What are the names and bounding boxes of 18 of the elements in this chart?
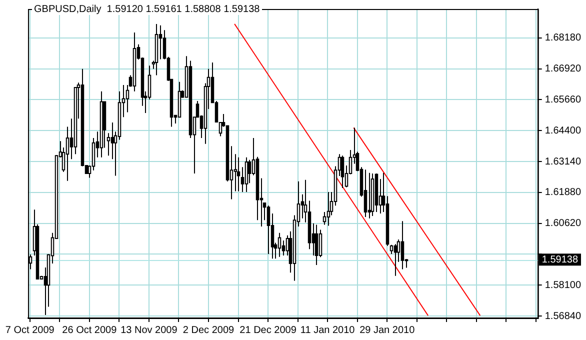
y-tick-label: 1.60620 [544, 218, 582, 230]
ref-line-label: 1.59138 [542, 254, 578, 266]
x-tick-label: 7 Oct 2009 [5, 324, 55, 336]
x-tick-label: 11 Jan 2010 [300, 324, 356, 336]
x-tick-label: 29 Jan 2010 [360, 324, 416, 336]
y-tick-label: 1.63140 [544, 156, 582, 168]
y-tick-label: 1.64400 [544, 125, 582, 136]
x-tick-label: 13 Nov 2009 [120, 324, 178, 336]
x-tick-label: 21 Dec 2009 [240, 324, 297, 336]
x-tick-label: 2 Dec 2009 [182, 324, 235, 336]
y-tick-label: 1.65660 [544, 94, 582, 106]
x-tick-label: 26 Oct 2009 [62, 324, 118, 336]
y-tick-label: 1.68180 [544, 32, 582, 44]
y-tick-label: 1.56840 [544, 310, 582, 322]
y-tick-label: 1.58100 [544, 280, 582, 291]
y-tick-label: 1.66920 [544, 64, 582, 75]
chart-title: GBPUSD,Daily 1.59120 1.59161 1.58808 1.59138 [32, 4, 262, 15]
y-tick-label: 1.61880 [544, 187, 582, 198]
